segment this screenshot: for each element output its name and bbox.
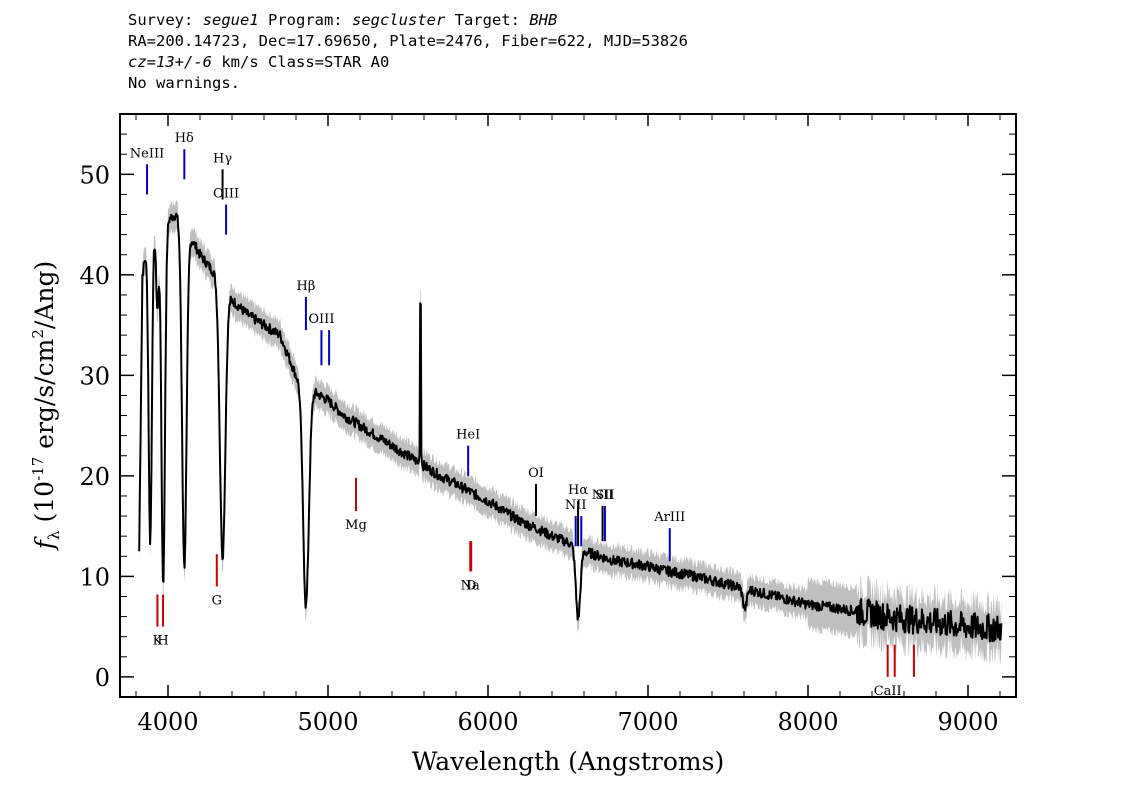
line-marker-label: D [466,578,476,593]
line-marker-label: HeI [456,428,480,443]
y-axis-tail: /Ang) [30,261,59,329]
y-tick-label: 10 [79,563,110,591]
line-marker-label: CaII [874,684,902,699]
y-axis-units: erg/s/cm [30,338,59,456]
line-marker-label: NeIII [130,146,164,161]
warnings-line: No warnings. [128,74,240,92]
line-marker-label: Hβ [296,279,315,294]
flux-error-band [139,199,1002,666]
error-band-layer [139,199,1002,666]
y-tick-label: 20 [79,463,110,491]
survey-label: Survey: [128,11,203,29]
x-tick-label: 6000 [457,708,518,736]
y-axis-square: 2 [29,329,47,339]
line-marker-label: NII [565,498,587,513]
plot-frame [119,113,1017,698]
line-marker-label: Mg [345,518,367,533]
y-axis-symbol: f [30,536,59,551]
line-marker-label: Hγ [213,151,232,166]
y-tick-label: 50 [79,161,110,189]
x-axis-title: Wavelength (Angstroms) [412,747,724,776]
target-value: BHB [529,11,558,29]
line-marker-label: ArIII [653,510,685,525]
program-value: segcluster [351,11,446,29]
y-tick-label: 0 [95,664,110,692]
target-label: Target: [445,11,530,29]
y-axis-subscript: λ [45,530,63,540]
line-marker-label: SII [595,488,614,503]
flux-layer [138,212,1003,643]
line-marker-label: OI [528,466,544,481]
x-tick-label: 9000 [937,708,998,736]
y-axis-title: fλ (10-17 erg/s/cm2/Ang) [29,261,63,551]
redshift-value: cz=13+/-6 [128,53,212,71]
x-tick-label: 8000 [777,708,838,736]
x-tick-label: 5000 [297,708,358,736]
redshift-units: km/s Class=STAR A0 [212,53,390,71]
y-axis-exponent: -17 [29,457,47,481]
line-marker-label: Na [461,578,480,593]
survey-value: segue1 [202,11,259,29]
line-marker-label: Hα [568,483,588,498]
spectrum-header: Survey: segue1 Program: segcluster Targe… [128,10,688,94]
line-marker-label: NII [592,488,614,503]
axis-ticks: 4000 5000 6000 7000 8000 9000 0 10 20 30 40 50 [79,114,1016,736]
y-tick-label: 30 [79,362,110,390]
line-marker-label: OIII [213,186,239,201]
program-label: Program: [258,11,352,29]
redshift-line: cz=13+/-6 km/s Class=STAR A0 [128,52,688,73]
line-marker-label: Hδ [175,131,194,146]
y-axis-prefix: (10 [30,481,59,531]
survey-line: Survey: segue1 Program: segcluster Targe… [128,10,688,31]
coords-line: RA=200.14723, Dec=17.69650, Plate=2476, … [128,32,688,50]
flux-series-line [138,212,1003,643]
line-marker-label: G [212,593,222,608]
x-tick-label: 4000 [137,708,198,736]
line-marker-label: K [153,634,163,649]
x-tick-label: 7000 [617,708,678,736]
y-tick-label: 40 [79,262,110,290]
line-marker-label: H [157,634,168,649]
line-marker-label: OIII [308,312,334,327]
